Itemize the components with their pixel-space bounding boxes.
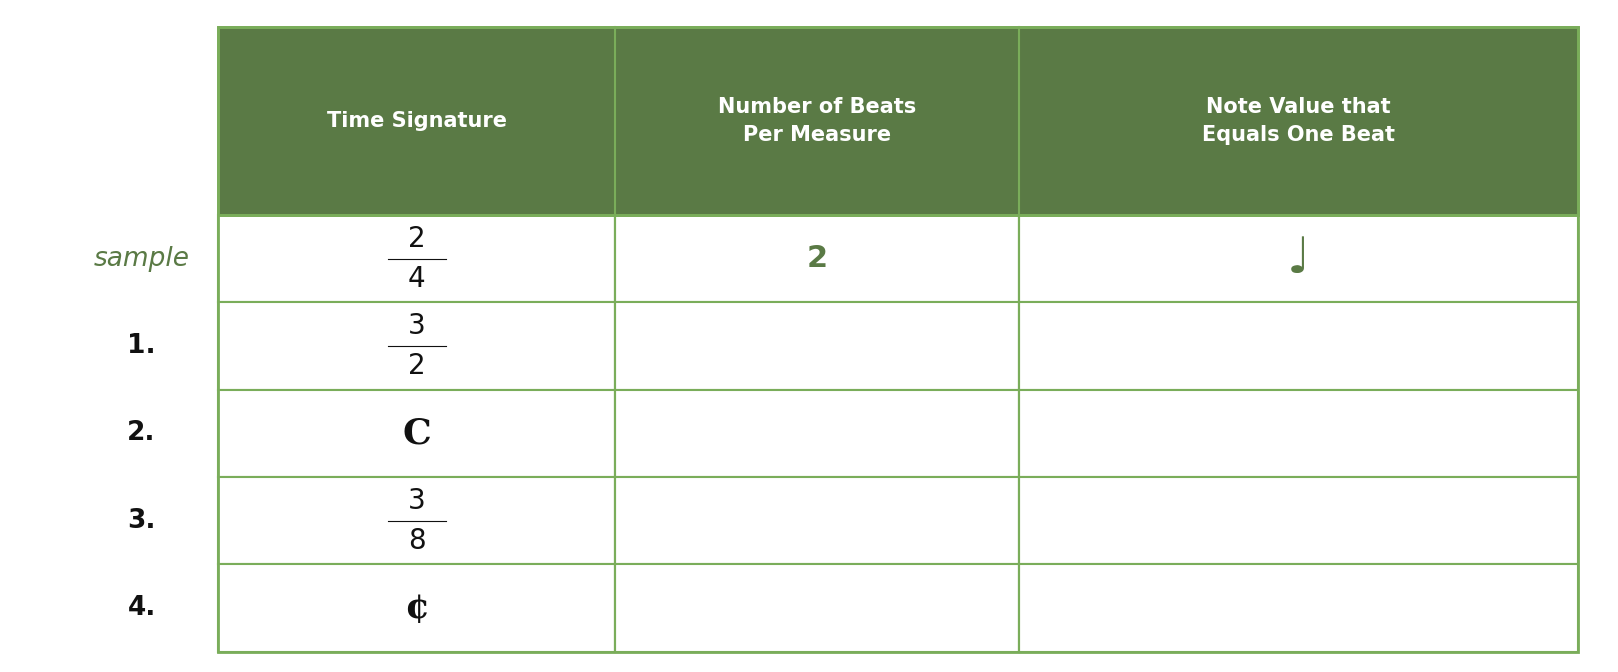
FancyBboxPatch shape <box>615 390 1019 477</box>
FancyBboxPatch shape <box>218 302 615 390</box>
Text: Time Signature: Time Signature <box>327 111 506 131</box>
FancyBboxPatch shape <box>218 564 615 652</box>
FancyBboxPatch shape <box>615 302 1019 390</box>
Text: 2: 2 <box>408 224 426 253</box>
Text: 3: 3 <box>408 487 426 515</box>
Text: 8: 8 <box>408 527 426 555</box>
FancyBboxPatch shape <box>218 390 615 477</box>
Text: 2.: 2. <box>128 421 155 446</box>
Text: 2: 2 <box>806 244 828 274</box>
FancyBboxPatch shape <box>1019 564 1578 652</box>
FancyBboxPatch shape <box>218 477 615 564</box>
FancyBboxPatch shape <box>615 477 1019 564</box>
Text: 1.: 1. <box>128 333 155 359</box>
Text: ♩: ♩ <box>1286 235 1311 283</box>
FancyBboxPatch shape <box>1019 215 1578 302</box>
Text: Note Value that
Equals One Beat: Note Value that Equals One Beat <box>1202 97 1395 145</box>
Text: 3.: 3. <box>128 508 155 534</box>
FancyBboxPatch shape <box>218 27 1578 215</box>
Text: sample: sample <box>94 246 189 271</box>
Text: 2: 2 <box>408 352 426 380</box>
Text: ¢: ¢ <box>404 591 429 625</box>
FancyBboxPatch shape <box>615 215 1019 302</box>
Text: 3: 3 <box>408 312 426 340</box>
Text: 4.: 4. <box>128 595 155 621</box>
FancyBboxPatch shape <box>1019 302 1578 390</box>
FancyBboxPatch shape <box>218 215 615 302</box>
Text: 4: 4 <box>408 265 426 293</box>
Text: Number of Beats
Per Measure: Number of Beats Per Measure <box>718 97 916 145</box>
FancyBboxPatch shape <box>615 564 1019 652</box>
Text: C: C <box>403 417 430 450</box>
FancyBboxPatch shape <box>1019 477 1578 564</box>
FancyBboxPatch shape <box>1019 390 1578 477</box>
